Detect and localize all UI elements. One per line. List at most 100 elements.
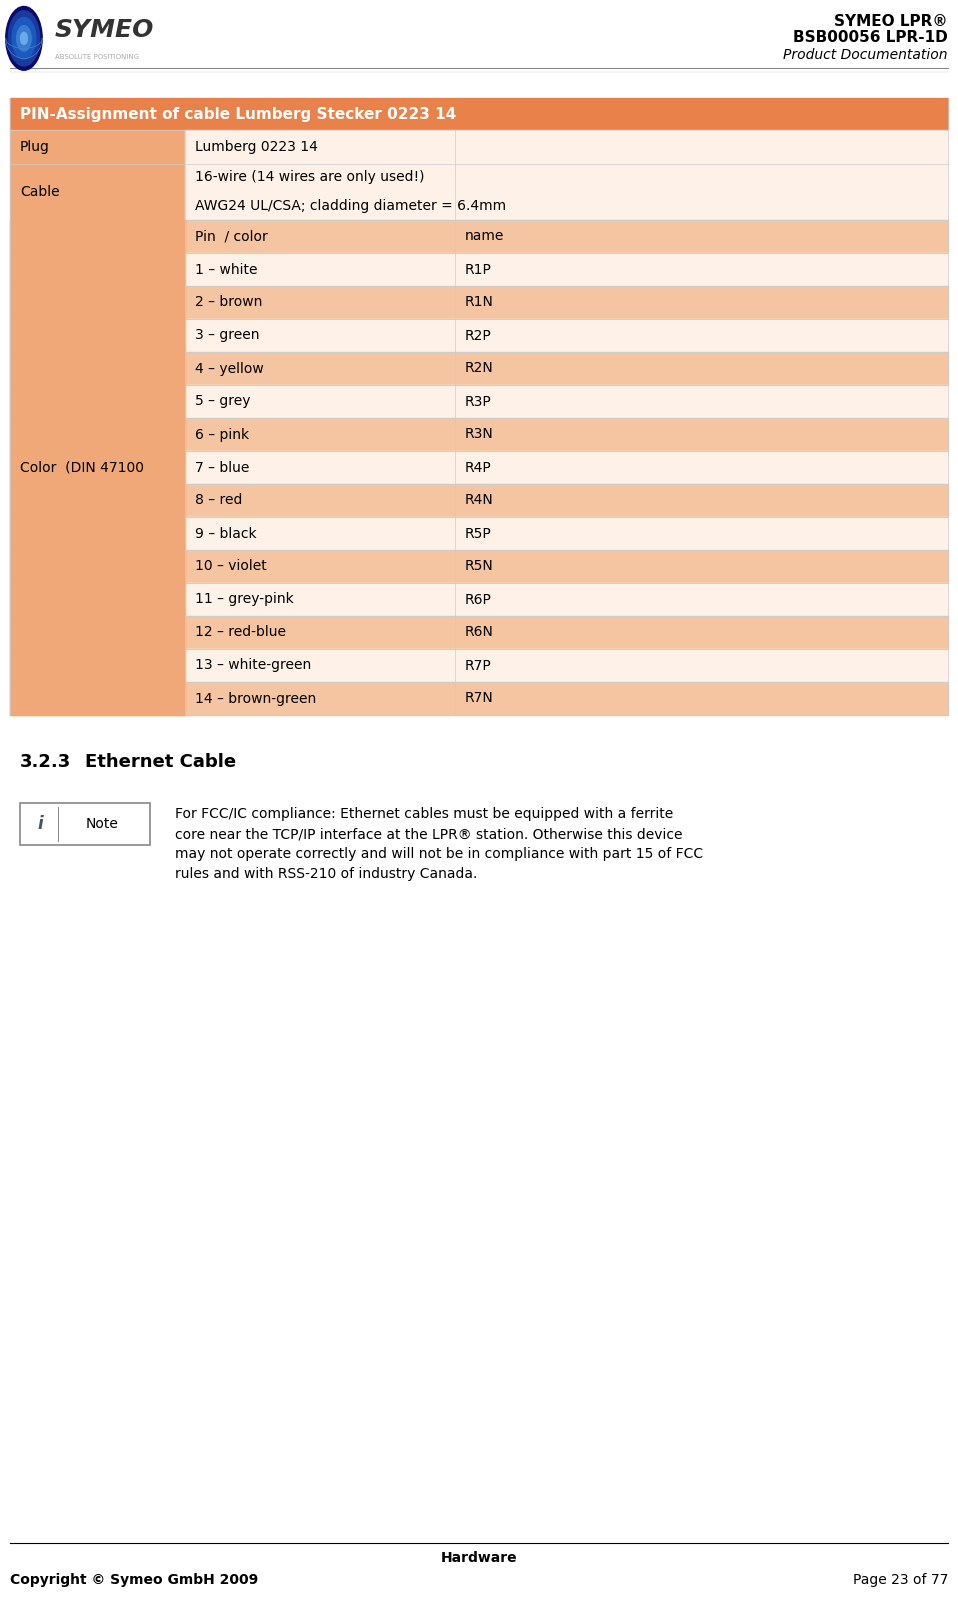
Text: 8 – red: 8 – red	[195, 494, 242, 508]
Circle shape	[20, 32, 28, 45]
Bar	[185, 221, 455, 252]
Text: may not operate correctly and will not be in compliance with part 15 of FCC: may not operate correctly and will not b…	[175, 847, 703, 861]
Bar	[10, 286, 185, 320]
Text: 10 – violet: 10 – violet	[195, 559, 266, 574]
Text: 16-wire (14 wires are only used!): 16-wire (14 wires are only used!)	[195, 169, 424, 184]
Text: Product Documentation: Product Documentation	[784, 48, 948, 62]
Text: For FCC/IC compliance: Ethernet cables must be equipped with a ferrite: For FCC/IC compliance: Ethernet cables m…	[175, 807, 673, 821]
Bar	[185, 583, 455, 615]
Bar	[10, 221, 185, 714]
Bar	[455, 165, 948, 221]
Text: Cable: Cable	[20, 185, 59, 200]
Bar	[455, 320, 948, 352]
Text: R2P: R2P	[465, 329, 491, 342]
Text: R7P: R7P	[465, 658, 491, 673]
Text: R1P: R1P	[465, 262, 491, 276]
Text: R5N: R5N	[465, 559, 493, 574]
Bar	[455, 385, 948, 419]
Bar	[185, 320, 455, 352]
Bar	[185, 550, 455, 583]
Text: R4P: R4P	[465, 460, 491, 475]
Bar	[185, 649, 455, 682]
Bar	[10, 419, 185, 451]
Bar	[455, 518, 948, 550]
Circle shape	[16, 26, 32, 51]
Bar	[10, 615, 185, 649]
Text: SYMEO: SYMEO	[55, 18, 154, 42]
Text: 7 – blue: 7 – blue	[195, 460, 249, 475]
Bar	[455, 682, 948, 714]
Text: 2 – brown: 2 – brown	[195, 296, 262, 310]
Bar	[10, 583, 185, 615]
Bar	[455, 451, 948, 484]
Bar	[10, 484, 185, 518]
Text: Lumberg 0223 14: Lumberg 0223 14	[195, 141, 318, 153]
Bar	[185, 129, 455, 165]
Text: R3P: R3P	[465, 395, 491, 409]
Text: R7N: R7N	[465, 692, 493, 705]
Bar	[10, 649, 185, 682]
Circle shape	[9, 11, 39, 66]
Bar	[10, 320, 185, 352]
Text: rules and with RSS-210 of industry Canada.: rules and with RSS-210 of industry Canad…	[175, 868, 477, 880]
Bar	[20, 804, 150, 845]
Bar	[185, 286, 455, 320]
Text: 13 – white-green: 13 – white-green	[195, 658, 311, 673]
Text: Color  (DIN 47100: Color (DIN 47100	[20, 230, 144, 243]
Text: i: i	[37, 815, 43, 833]
Text: 5 – grey: 5 – grey	[195, 395, 250, 409]
Bar	[10, 165, 185, 221]
Bar	[185, 615, 455, 649]
Text: 4 – yellow: 4 – yellow	[195, 361, 263, 376]
Text: PIN-Assignment of cable Lumberg Stecker 0223 14: PIN-Assignment of cable Lumberg Stecker …	[20, 107, 456, 121]
Bar	[185, 252, 455, 286]
Text: 9 – black: 9 – black	[195, 526, 257, 540]
Bar	[10, 682, 185, 714]
Text: R2N: R2N	[465, 361, 493, 376]
Bar	[455, 221, 948, 252]
Text: BSB00056 LPR-1D: BSB00056 LPR-1D	[793, 30, 948, 45]
Text: Color  (DIN 47100: Color (DIN 47100	[20, 460, 144, 475]
Text: name: name	[465, 230, 504, 243]
Text: AWG24 UL/CSA; cladding diameter = 6.4mm: AWG24 UL/CSA; cladding diameter = 6.4mm	[195, 200, 506, 213]
Text: Copyright © Symeo GmbH 2009: Copyright © Symeo GmbH 2009	[10, 1572, 259, 1587]
Text: Plug: Plug	[20, 141, 50, 153]
Text: R6P: R6P	[465, 593, 491, 607]
Text: SYMEO LPR®: SYMEO LPR®	[834, 14, 948, 29]
Text: 3.2.3: 3.2.3	[20, 753, 71, 770]
Circle shape	[12, 18, 35, 59]
Text: R4N: R4N	[465, 494, 493, 508]
Bar	[455, 550, 948, 583]
Bar	[10, 352, 185, 385]
Bar	[185, 165, 455, 221]
Text: Hardware: Hardware	[441, 1552, 517, 1564]
Text: 12 – red-blue: 12 – red-blue	[195, 625, 286, 639]
Bar	[10, 550, 185, 583]
Text: 14 – brown-green: 14 – brown-green	[195, 692, 316, 705]
Bar	[455, 129, 948, 165]
Text: Page 23 of 77: Page 23 of 77	[853, 1572, 948, 1587]
Bar	[455, 583, 948, 615]
Bar	[455, 419, 948, 451]
Bar	[10, 97, 948, 129]
Text: ABSOLUTE POSITIONING: ABSOLUTE POSITIONING	[55, 54, 139, 59]
Bar	[185, 451, 455, 484]
Text: 1 – white: 1 – white	[195, 262, 258, 276]
Text: Pin  / color: Pin / color	[195, 230, 267, 243]
Bar	[185, 419, 455, 451]
Text: R6N: R6N	[465, 625, 494, 639]
Text: R5P: R5P	[465, 526, 491, 540]
Text: Ethernet Cable: Ethernet Cable	[85, 753, 236, 770]
Bar	[185, 385, 455, 419]
Bar	[455, 252, 948, 286]
Text: 3 – green: 3 – green	[195, 329, 260, 342]
Bar	[455, 615, 948, 649]
Text: R1N: R1N	[465, 296, 494, 310]
Bar	[455, 649, 948, 682]
Text: 6 – pink: 6 – pink	[195, 428, 249, 441]
FancyBboxPatch shape	[20, 804, 150, 845]
Bar	[10, 385, 185, 419]
Bar	[10, 221, 185, 252]
Text: 11 – grey-pink: 11 – grey-pink	[195, 593, 294, 607]
Bar	[455, 484, 948, 518]
